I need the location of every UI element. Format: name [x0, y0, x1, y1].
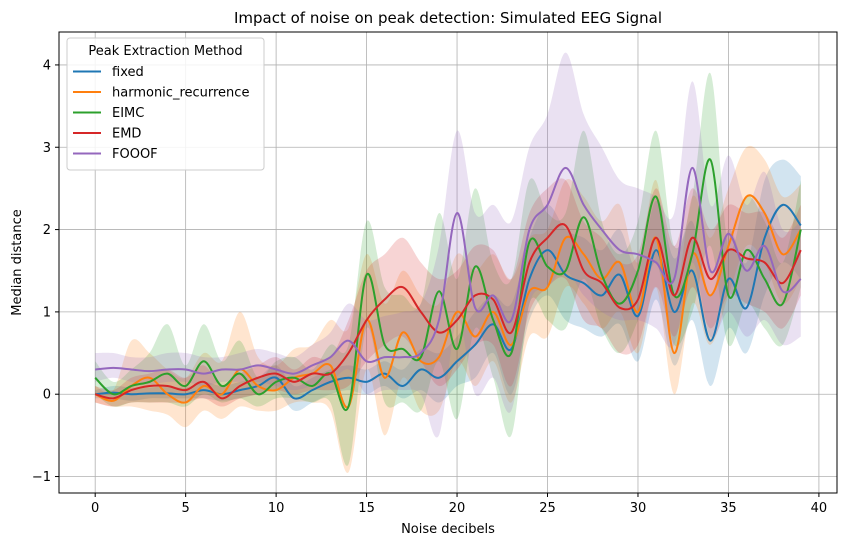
line-harmonic_recurrence [94, 194, 802, 409]
x-axis-title: Noise decibels [401, 522, 495, 537]
plot-frame [58, 31, 838, 494]
legend-box [66, 37, 265, 171]
x-tick-label: 10 [268, 501, 285, 516]
legend-item: fixed [73, 65, 144, 80]
x-tick-label: 15 [358, 501, 375, 516]
legend-label: fixed [112, 65, 144, 80]
axis-ticks: 0 5 10 15 20 25 30 35 40 −1 0 1 2 3 4 [32, 58, 827, 516]
x-tick-label: 0 [91, 501, 99, 516]
chart-title: Impact of noise on peak detection: Simul… [234, 9, 662, 27]
y-axis-title: Median distance [10, 209, 25, 316]
x-tick-label: 25 [539, 501, 556, 516]
legend: Peak Extraction Method fixed harmonic_rec… [66, 37, 265, 171]
band-FOOOF [95, 52, 801, 438]
line-EIMC [94, 158, 802, 411]
band-EMD [95, 178, 801, 407]
y-tick-label: 4 [43, 58, 51, 73]
series-lines [94, 158, 802, 411]
line-EMD [94, 223, 802, 400]
legend-label: FOOOF [112, 147, 158, 162]
legend-item: FOOOF [73, 147, 158, 162]
y-tick-label: −1 [32, 470, 51, 485]
legend-items: fixed harmonic_recurrence EIMC EMD FOOOF [73, 65, 249, 162]
legend-label: EMD [112, 127, 141, 142]
legend-label: EIMC [112, 106, 144, 121]
legend-item: EIMC [73, 106, 144, 121]
legend-title: Peak Extraction Method [88, 44, 242, 59]
y-tick-label: 0 [43, 388, 51, 403]
x-tick-label: 30 [630, 501, 647, 516]
legend-item: EMD [73, 127, 141, 142]
band-fixed [95, 159, 801, 412]
x-tick-label: 35 [720, 501, 737, 516]
legend-label: harmonic_recurrence [112, 86, 249, 101]
legend-item: harmonic_recurrence [73, 86, 249, 101]
x-tick-label: 40 [811, 501, 828, 516]
x-tick-label: 5 [182, 501, 190, 516]
line-FOOOF [95, 166, 802, 375]
y-tick-label: 2 [43, 223, 51, 238]
x-tick-label: 20 [449, 501, 466, 516]
y-tick-label: 3 [43, 141, 51, 156]
y-tick-label: 1 [43, 305, 51, 320]
